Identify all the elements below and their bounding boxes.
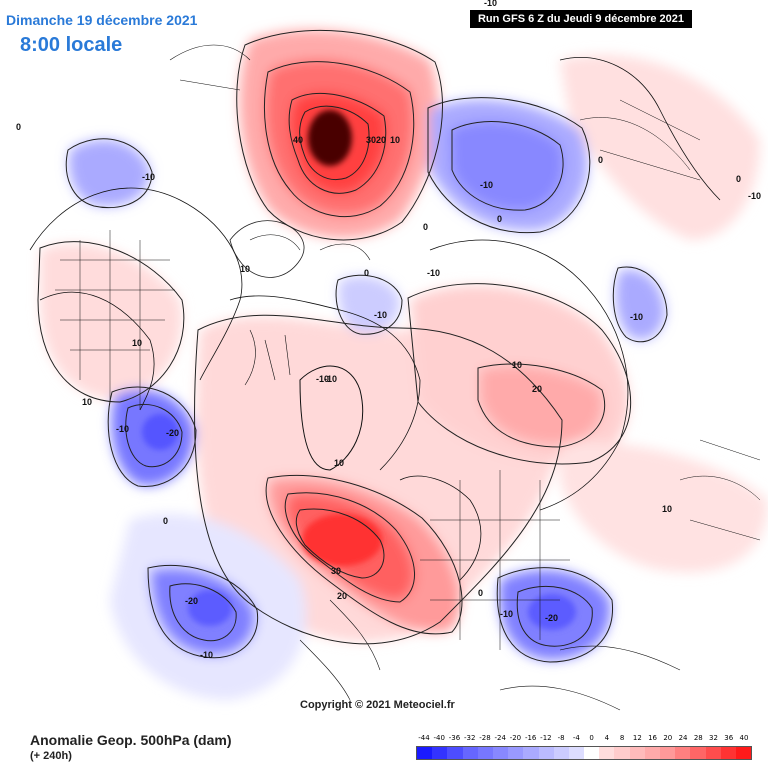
contour-label: -10	[500, 609, 513, 619]
legend-color-swatch	[432, 747, 448, 759]
contour-label: 10	[512, 360, 522, 370]
legend-tick-label: -32	[463, 734, 476, 742]
contour-label: -20	[166, 428, 179, 438]
forecast-date: Dimanche 19 décembre 2021	[6, 12, 198, 28]
contour-label: 0	[478, 588, 483, 598]
contour-label: -10	[374, 310, 387, 320]
legend-color-swatch	[477, 747, 493, 759]
contour-label: 0	[16, 122, 21, 132]
legend-tick-label: 28	[693, 734, 703, 742]
legend-tick-label: 36	[724, 734, 734, 742]
legend-color-swatch	[644, 747, 660, 759]
legend-tick-label: -28	[479, 734, 491, 742]
contour-label: -20	[185, 596, 198, 606]
legend-color-swatch	[584, 747, 600, 759]
legend-color-swatch	[417, 747, 433, 759]
legend-tick-label: -40	[433, 734, 445, 742]
legend-tick-label: 8	[619, 734, 625, 742]
contour-label: 0	[163, 516, 168, 526]
legend-color-swatch	[690, 747, 706, 759]
contour-label: -10	[316, 374, 329, 384]
contour-label: -10	[748, 191, 761, 201]
legend-tick-label: -12	[540, 734, 552, 742]
legend-tick-label: 0	[589, 734, 594, 742]
contour-label: -20	[545, 613, 558, 623]
legend-tick-label: 20	[663, 734, 673, 742]
contour-labels: 40 3020 10 -10 -10 0 -10 -10 0 -10 10 20…	[16, 0, 761, 660]
legend-color-swatch	[553, 747, 569, 759]
contour-label: -10	[427, 268, 440, 278]
legend-color-swatch	[508, 747, 524, 759]
contour-label: -10	[116, 424, 129, 434]
legend-tick-label: 24	[678, 734, 688, 742]
legend-tick-label: 40	[739, 734, 749, 742]
run-info-banner: Run GFS 6 Z du Jeudi 9 décembre 2021	[470, 10, 692, 28]
contour-label: 10	[82, 397, 92, 407]
forecast-local-time: 8:00 locale	[20, 34, 123, 56]
legend-tick-label: -4	[572, 734, 580, 742]
contour-label: 30	[331, 566, 341, 576]
legend-tick-label: -8	[557, 734, 565, 742]
legend-tick-label: -24	[494, 734, 506, 742]
field-title: Anomalie Geop. 500hPa (dam)	[30, 732, 232, 748]
legend-color-bar	[416, 746, 752, 760]
contour-label: 10	[662, 504, 672, 514]
legend-color-swatch	[614, 747, 630, 759]
map-outline-layer	[29, 44, 761, 711]
legend-color-swatch	[660, 747, 676, 759]
legend-tick-label: -16	[524, 734, 537, 742]
legend-color-swatch	[492, 747, 509, 759]
contour-label: 40	[293, 135, 303, 145]
contour-label: -10	[200, 650, 213, 660]
legend-tick-label: 32	[709, 734, 718, 742]
legend-color-swatch	[447, 747, 463, 759]
legend-color-swatch	[675, 747, 691, 759]
contour-label: 10	[240, 264, 250, 274]
legend-color-swatch	[568, 747, 585, 759]
contour-label: 0	[497, 214, 502, 224]
contour-label: -10	[480, 180, 493, 190]
legend-color-swatch	[538, 747, 554, 759]
legend-color-swatch	[705, 747, 721, 759]
legend-color-swatch	[523, 747, 539, 759]
contour-label: -10	[142, 172, 155, 182]
color-legend: -44 -40 -36 -32 -28 -24 -20 -16 -12 -8 -4 0 4 8 12 16 20…	[416, 734, 752, 766]
contour-layer	[37, 29, 668, 663]
legend-color-swatch	[720, 747, 736, 759]
legend-tick-label: 16	[648, 734, 658, 742]
legend-tick-label: -44	[418, 734, 430, 742]
contour-label: 20	[337, 591, 347, 601]
legend-color-swatch	[599, 747, 615, 759]
contour-label: 0	[598, 155, 603, 165]
legend-color-swatch	[735, 747, 752, 759]
contour-label: 20	[532, 384, 542, 394]
legend-color-swatch	[462, 747, 478, 759]
contour-label: -10	[630, 312, 643, 322]
legend-tick-label: -20	[509, 734, 522, 742]
legend-tick-label: 12	[632, 734, 642, 742]
contour-label: 0	[364, 268, 369, 278]
contour-label: 10	[132, 338, 142, 348]
copyright-notice: Copyright © 2021 Meteociel.fr	[300, 699, 455, 711]
contour-label: 10	[390, 135, 400, 145]
contour-label: 0	[736, 174, 741, 184]
contour-label: -10	[324, 374, 337, 384]
legend-tick-label: 4	[604, 734, 610, 742]
legend-color-swatch	[629, 747, 645, 759]
contour-label: 10	[334, 458, 344, 468]
contour-label: 0	[423, 222, 428, 232]
anomaly-core-layer	[142, 110, 576, 630]
contour-label: -10	[484, 0, 497, 8]
legend-tick-label: -36	[448, 734, 461, 742]
legend-tick-row: -44 -40 -36 -32 -28 -24 -20 -16 -12 -8 -4 0 4 8 12 16 20…	[416, 734, 752, 746]
contour-label: 3020	[366, 135, 386, 145]
lead-time: (+ 240h)	[30, 750, 72, 762]
